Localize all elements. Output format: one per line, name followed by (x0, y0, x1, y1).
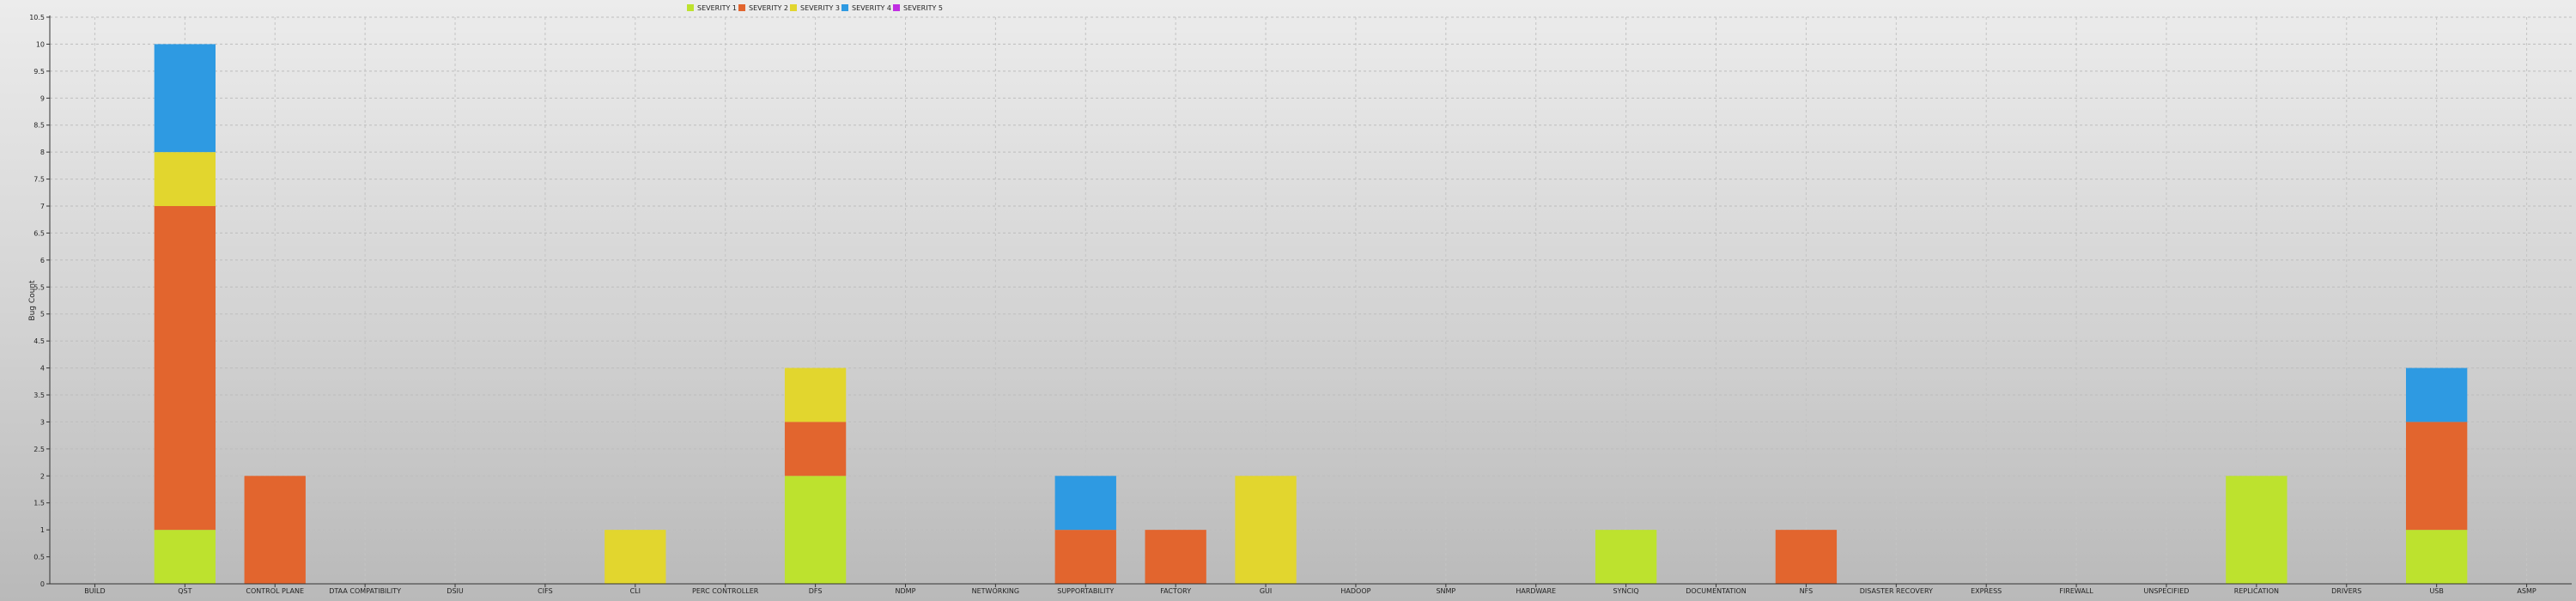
bar-segment[interactable] (154, 44, 216, 153)
bar-segment[interactable] (2226, 476, 2287, 584)
legend-swatch (841, 4, 848, 11)
legend-swatch (687, 4, 694, 11)
x-tick-label: Supportability (1057, 587, 1114, 595)
bar-segment[interactable] (784, 476, 847, 584)
x-tick-label: ASMP (2517, 587, 2536, 595)
bar-segment[interactable] (1775, 530, 1838, 584)
y-tick-label: 0 (40, 580, 45, 588)
y-tick-label: 4 (40, 365, 45, 373)
y-tick-label: 1 (40, 526, 45, 534)
bar-segment[interactable] (1054, 530, 1116, 584)
legend-label: Severity 1 (697, 4, 737, 12)
y-tick-label: 9 (40, 94, 45, 102)
bar-segment[interactable] (244, 476, 306, 584)
bar-segment[interactable] (1054, 476, 1116, 531)
y-tick-label: 1.5 (33, 500, 45, 507)
bar-segment[interactable] (154, 206, 216, 531)
legend: Severity 1 Severity 2 Severity 3 Severity 4… (687, 4, 943, 12)
legend-item[interactable]: Severity 5 (893, 4, 943, 12)
bars (154, 44, 2468, 584)
axes: 0 0.5 1 1.5 2 2.5 3 3.5 4 4.5 5 5.5 6 6.5 7 7.5 8 8.5 9 9.5… (29, 14, 2572, 595)
legend-item[interactable]: Severity 4 (841, 4, 891, 12)
bar-segment[interactable] (605, 530, 666, 584)
y-tick-label: 3 (40, 418, 45, 426)
legend-label: Severity 3 (800, 4, 840, 12)
x-tick-label: GUI (1260, 587, 1272, 595)
x-tick-label: Unspecified (2144, 587, 2190, 595)
bar-segment[interactable] (1235, 476, 1297, 584)
x-tick-label: CLI (630, 587, 641, 595)
legend-swatch (790, 4, 797, 11)
y-tick-label: 6.5 (33, 229, 45, 237)
x-tick-label: NFS (1800, 587, 1814, 595)
y-tick-label: 7 (40, 203, 45, 210)
y-tick-label: 2 (40, 472, 45, 480)
x-tick-label: CIFS (538, 587, 552, 595)
bar-segment[interactable] (784, 422, 847, 477)
x-tick-label: Factory (1160, 587, 1191, 595)
x-tick-label: Disaster Recovery (1860, 587, 1933, 595)
x-tick-label: SNMP (1436, 587, 1455, 595)
legend-item[interactable]: Severity 1 (687, 4, 737, 12)
x-tick-label: DTAA Compatibility (329, 587, 401, 595)
legend-swatch (893, 4, 900, 11)
x-tick-label: QST (178, 587, 191, 595)
legend-label: Severity 5 (903, 4, 943, 12)
y-tick-label: 4.5 (33, 337, 45, 345)
bar-segment[interactable] (154, 530, 216, 584)
bar-segment[interactable] (2405, 530, 2468, 584)
bar-segment[interactable] (1595, 530, 1657, 584)
legend-label: Severity 2 (749, 4, 788, 12)
y-tick-label: 2.5 (33, 446, 45, 453)
x-tick-label: Networking (972, 587, 1019, 595)
x-tick-label: Hadoop (1340, 587, 1370, 595)
x-tick-label: USB (2429, 587, 2443, 595)
y-tick-label: 3.5 (33, 392, 45, 399)
x-tick-label: Replication (2234, 587, 2279, 595)
y-tick-label: 8 (40, 149, 45, 156)
y-tick-label: 5 (40, 311, 45, 319)
legend-item[interactable]: Severity 3 (790, 4, 840, 12)
bar-segment[interactable] (784, 367, 847, 422)
bar-segment[interactable] (154, 152, 216, 206)
x-tick-label: PERC Controller (692, 587, 759, 595)
y-tick-label: 6 (40, 257, 45, 264)
x-tick-label: Express (1971, 587, 2002, 595)
y-tick-label: 7.5 (33, 176, 45, 184)
x-tick-label: Build (84, 587, 105, 595)
y-tick-label: 5.5 (33, 283, 45, 291)
y-tick-label: 9.5 (33, 68, 45, 76)
y-tick-label: 10 (36, 40, 45, 48)
bar-segment[interactable] (2405, 367, 2468, 422)
x-tick-label: Hardware (1516, 587, 1556, 595)
y-tick-label: 10.5 (29, 14, 45, 21)
x-tick-label: NDMP (896, 587, 916, 595)
bar-segment[interactable] (1145, 530, 1206, 584)
legend-item[interactable]: Severity 2 (738, 4, 788, 12)
grid-lines (50, 16, 2572, 584)
legend-label: Severity 4 (852, 4, 891, 12)
y-tick-label: 8.5 (33, 122, 45, 130)
y-tick-label: 0.5 (33, 554, 45, 562)
x-tick-label: Control Plane (246, 587, 304, 595)
x-tick-label: SyncIQ (1613, 587, 1639, 595)
x-tick-label: DSIU (447, 587, 464, 595)
legend-swatch (738, 4, 745, 11)
x-tick-label: Documentation (1686, 587, 1747, 595)
bar-segment[interactable] (2405, 422, 2468, 531)
x-tick-label: Firewall (2059, 587, 2093, 595)
y-axis-label: Bug Count (28, 280, 37, 321)
x-tick-label: DFS (809, 587, 823, 595)
x-tick-label: Drivers (2331, 587, 2361, 595)
